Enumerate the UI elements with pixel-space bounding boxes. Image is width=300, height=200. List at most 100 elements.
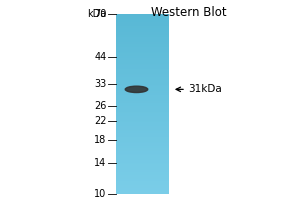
Bar bbox=[116, 170, 169, 171]
Bar bbox=[116, 119, 169, 120]
Bar bbox=[116, 30, 169, 32]
Bar bbox=[116, 159, 169, 161]
Bar bbox=[116, 186, 169, 188]
Bar bbox=[116, 128, 169, 130]
Bar bbox=[116, 21, 169, 23]
Bar bbox=[116, 123, 169, 125]
Bar bbox=[116, 183, 169, 185]
Bar bbox=[116, 29, 169, 30]
Bar bbox=[116, 92, 169, 93]
Bar bbox=[116, 17, 169, 19]
Bar bbox=[116, 105, 169, 107]
Bar bbox=[116, 185, 169, 186]
Text: 33: 33 bbox=[94, 79, 106, 89]
Bar bbox=[116, 87, 169, 89]
Bar bbox=[116, 101, 169, 103]
Bar bbox=[116, 15, 169, 17]
Bar bbox=[116, 135, 169, 137]
Bar bbox=[116, 129, 169, 131]
Bar bbox=[116, 162, 169, 164]
Bar bbox=[116, 23, 169, 24]
Bar bbox=[116, 153, 169, 155]
Bar bbox=[116, 32, 169, 33]
Bar bbox=[116, 141, 169, 143]
Bar bbox=[116, 66, 169, 68]
Bar bbox=[116, 191, 169, 192]
Bar bbox=[116, 63, 169, 65]
Bar bbox=[116, 84, 169, 86]
Bar bbox=[116, 174, 169, 176]
Bar bbox=[116, 44, 169, 46]
Bar bbox=[116, 50, 169, 51]
Bar bbox=[116, 93, 169, 95]
Bar bbox=[116, 180, 169, 182]
Bar bbox=[116, 65, 169, 66]
Bar bbox=[116, 126, 169, 128]
Bar bbox=[116, 18, 169, 20]
Bar bbox=[116, 156, 169, 158]
Bar bbox=[116, 117, 169, 119]
Bar bbox=[116, 111, 169, 113]
Bar bbox=[116, 152, 169, 154]
Bar bbox=[116, 26, 169, 27]
Bar bbox=[116, 176, 169, 178]
Text: 22: 22 bbox=[94, 116, 106, 126]
Bar bbox=[116, 75, 169, 77]
Text: 31kDa: 31kDa bbox=[188, 84, 222, 94]
Bar bbox=[116, 45, 169, 47]
Bar bbox=[116, 56, 169, 58]
Bar bbox=[116, 131, 169, 132]
Bar bbox=[116, 116, 169, 117]
Bar bbox=[116, 167, 169, 168]
Bar bbox=[116, 147, 169, 149]
Bar bbox=[116, 122, 169, 124]
Ellipse shape bbox=[125, 86, 148, 93]
Bar bbox=[116, 99, 169, 101]
Bar bbox=[116, 74, 169, 75]
Bar bbox=[116, 24, 169, 26]
Bar bbox=[116, 71, 169, 72]
Bar bbox=[116, 57, 169, 59]
Bar bbox=[116, 98, 169, 99]
Bar bbox=[116, 20, 169, 21]
Bar bbox=[116, 95, 169, 97]
Text: 18: 18 bbox=[94, 135, 106, 145]
Bar bbox=[116, 146, 169, 147]
Bar bbox=[116, 182, 169, 184]
Bar bbox=[116, 149, 169, 150]
Text: Western Blot: Western Blot bbox=[151, 6, 227, 19]
Bar bbox=[116, 177, 169, 179]
Bar bbox=[116, 104, 169, 106]
Bar bbox=[116, 140, 169, 142]
Bar bbox=[116, 120, 169, 122]
Bar bbox=[116, 173, 169, 174]
Bar bbox=[116, 164, 169, 166]
Bar bbox=[116, 27, 169, 29]
Bar bbox=[116, 168, 169, 170]
Bar bbox=[116, 72, 169, 74]
Text: 14: 14 bbox=[94, 158, 106, 168]
Bar bbox=[116, 38, 169, 40]
Bar bbox=[116, 60, 169, 62]
Bar bbox=[116, 59, 169, 60]
Bar bbox=[116, 80, 169, 82]
Bar bbox=[116, 78, 169, 80]
Bar bbox=[116, 137, 169, 138]
Bar bbox=[116, 113, 169, 114]
Bar bbox=[116, 108, 169, 110]
Bar bbox=[116, 33, 169, 35]
Bar bbox=[116, 132, 169, 134]
Bar bbox=[116, 81, 169, 83]
Text: kDa: kDa bbox=[87, 9, 106, 19]
Bar bbox=[116, 143, 169, 144]
Bar bbox=[116, 138, 169, 140]
Bar bbox=[116, 68, 169, 69]
Bar bbox=[116, 90, 169, 92]
Bar bbox=[116, 179, 169, 180]
Bar bbox=[116, 36, 169, 38]
Text: 70: 70 bbox=[94, 9, 106, 19]
Bar bbox=[116, 86, 169, 88]
Bar bbox=[116, 125, 169, 126]
Bar bbox=[116, 114, 169, 116]
Bar bbox=[116, 96, 169, 98]
